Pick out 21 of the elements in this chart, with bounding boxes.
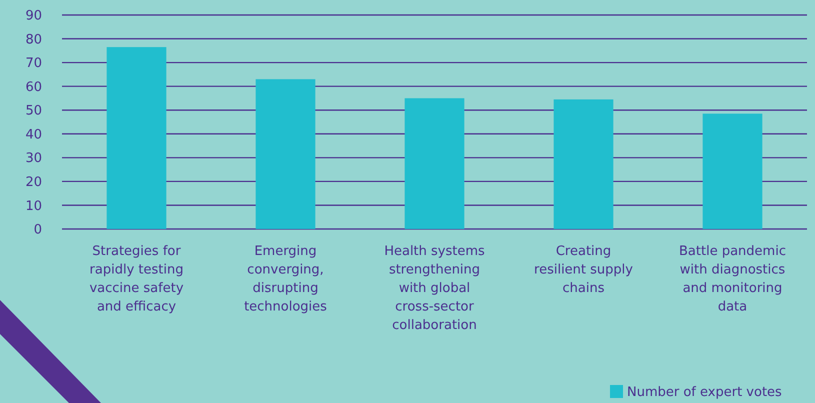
y-tick-label: 80 (25, 32, 42, 48)
bar (554, 99, 614, 229)
bar (404, 98, 464, 229)
legend-label: Number of expert votes (627, 385, 782, 400)
bar (256, 79, 316, 229)
x-tick-label: Strategies for rapidly testing vaccine safety and efficacy (89, 244, 184, 314)
bar (702, 114, 762, 229)
y-tick-label: 20 (25, 174, 42, 190)
bar (106, 47, 166, 229)
y-tick-label: 60 (25, 80, 42, 95)
x-tick-label: Health systems strengthening with global cross-sector collaboration (384, 244, 486, 333)
y-tick-label: 90 (25, 8, 42, 24)
y-tick-label: 10 (25, 198, 42, 214)
y-tick-label: 0 (34, 222, 42, 238)
y-tick-label: 30 (25, 151, 42, 166)
y-tick-label: 70 (25, 56, 42, 72)
x-tick-label: Battle pandemic with diagnostics and monitoring data (679, 244, 786, 314)
x-tick-label: Creating resilient supply chains (534, 244, 634, 296)
x-tick-label: Emerging converging, disrupting technologies (244, 244, 328, 314)
y-tick-label: 40 (25, 127, 42, 142)
y-tick-label: 50 (25, 104, 42, 119)
